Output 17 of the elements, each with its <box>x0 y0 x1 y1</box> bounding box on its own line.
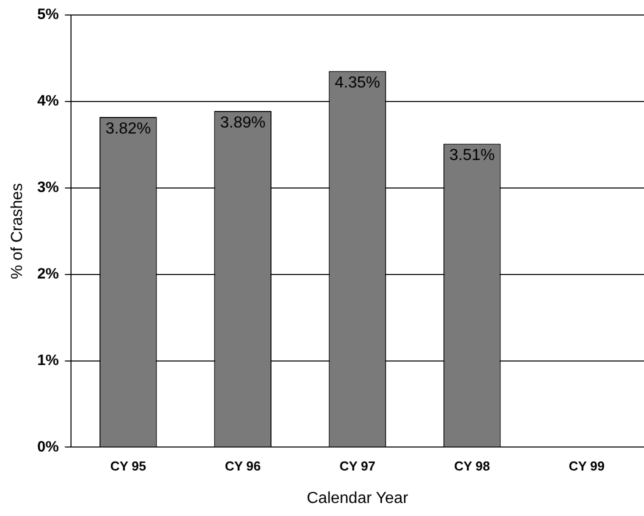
y-tick-label: 5% <box>37 6 59 24</box>
data-label: 3.82% <box>106 120 151 138</box>
x-tick-label: CY 99 <box>568 458 605 474</box>
y-tick-label: 0% <box>37 438 59 456</box>
x-tick-label: CY 97 <box>339 458 376 474</box>
x-tick-label: CY 95 <box>110 458 146 474</box>
data-label: 3.51% <box>449 147 495 164</box>
x-axis-title: Calendar Year <box>306 490 409 507</box>
y-tick-label: 1% <box>37 352 59 369</box>
y-tick-label: 2% <box>37 265 59 282</box>
data-label: 3.89% <box>220 114 266 132</box>
x-tick-label: CY 96 <box>224 458 261 474</box>
y-tick-label: 3% <box>37 179 59 196</box>
y-tick-label: 4% <box>37 92 59 110</box>
y-axis-title: % of Crashes <box>9 183 26 280</box>
data-label: 4.35% <box>334 74 380 92</box>
x-tick-label: CY 98 <box>454 458 490 474</box>
